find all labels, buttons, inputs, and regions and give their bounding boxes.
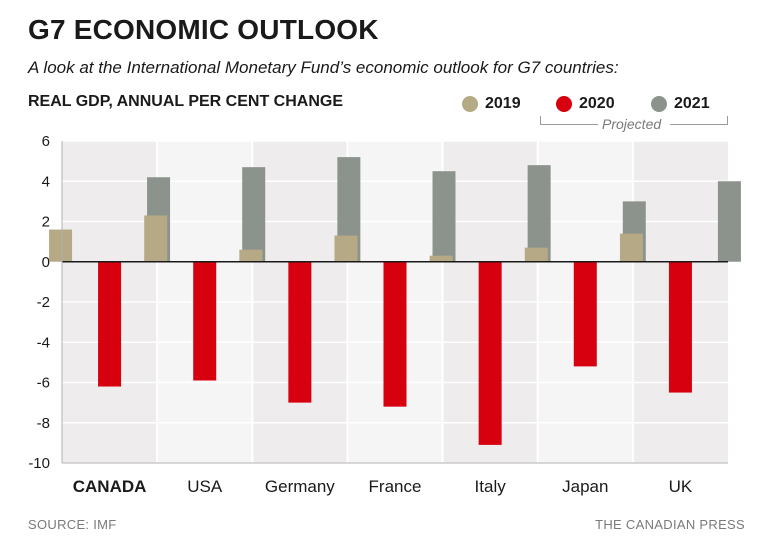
y-tick-label: -4 [37, 334, 50, 351]
y-tick-label: 2 [42, 214, 50, 231]
bar-2021-uk [717, 181, 741, 262]
bar-2019-uk [619, 233, 643, 262]
legend-item-2021: 2021 [651, 93, 710, 115]
legend-swatch-2021 [651, 96, 667, 112]
bar-2019-usa [144, 215, 168, 262]
bar-2020-canada [98, 261, 122, 387]
units-label: REAL GDP, ANNUAL PER CENT CHANGE [28, 93, 343, 110]
credit-label: THE CANADIAN PRESS [595, 517, 745, 532]
source-label: SOURCE: IMF [28, 517, 117, 532]
legend-swatch-2020 [556, 96, 572, 112]
bar-2019-germany [239, 249, 263, 262]
bar-2020-uk [668, 261, 692, 393]
chart-subtitle: A look at the International Monetary Fun… [28, 58, 619, 77]
y-tick-label: -8 [37, 415, 50, 432]
projected-bracket-left [540, 116, 541, 125]
bar-2019-italy [429, 255, 453, 262]
projected-bracket-line-left [540, 124, 598, 125]
legend-item-2020: 2020 [556, 93, 615, 115]
bar-2020-usa [193, 261, 217, 381]
bar-2019-japan [524, 247, 548, 262]
legend-label-2019: 2019 [485, 95, 521, 112]
bar-2020-germany [288, 261, 312, 403]
y-tick-label: -2 [37, 294, 50, 311]
projected-bracket-line-right [670, 124, 728, 125]
legend-item-2019: 2019 [462, 93, 521, 115]
projected-label: Projected [602, 116, 662, 132]
projected-bracket-right [727, 116, 728, 125]
y-tick-label: -10 [28, 455, 50, 472]
bar-2019-france [334, 235, 358, 262]
x-tick-label-usa: USA [187, 477, 223, 496]
x-tick-label-canada: CANADA [73, 477, 147, 496]
x-tick-label-italy: Italy [475, 477, 507, 496]
x-tick-label-germany: Germany [265, 477, 335, 496]
bar-2020-japan [573, 261, 597, 367]
bar-2021-italy [527, 165, 551, 262]
x-tick-label-japan: Japan [562, 477, 608, 496]
x-tick-label-france: France [369, 477, 422, 496]
y-tick-label: -6 [37, 375, 50, 392]
bar-2019-canada [49, 229, 73, 262]
bar-2020-france [383, 261, 407, 407]
legend-swatch-2019 [462, 96, 478, 112]
bar-2021-usa [242, 167, 266, 262]
legend-label-2020: 2020 [579, 95, 615, 112]
bar-2020-italy [478, 261, 502, 445]
bar-2021-france [432, 171, 456, 262]
y-tick-label: 0 [42, 254, 50, 271]
y-tick-label: 4 [42, 173, 50, 190]
bar-2021-germany [337, 157, 361, 262]
y-tick-label: 6 [42, 133, 50, 150]
legend-label-2021: 2021 [674, 95, 710, 112]
x-tick-label-uk: UK [669, 477, 693, 496]
bar-chart: 6 4 2 0 -2 -4 -6 -8 -10 CANADA USA Germany France Ita… [28, 133, 741, 496]
chart-title: G7 ECONOMIC OUTLOOK [28, 14, 379, 45]
projected-bracket: Projected [540, 116, 728, 134]
